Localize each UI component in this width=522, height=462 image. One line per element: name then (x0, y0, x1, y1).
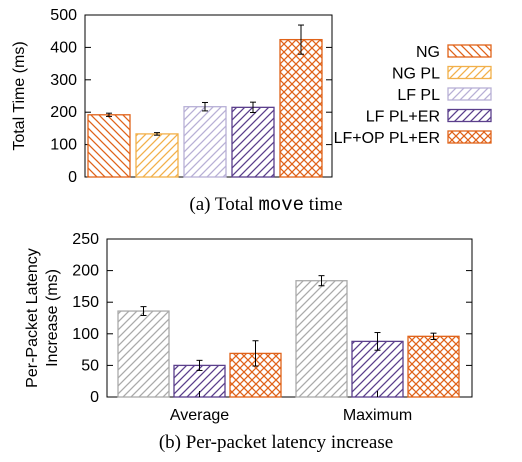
chart-b-errorbar-1-1 (374, 332, 381, 351)
chart-b-bars (117, 275, 460, 398)
legend-swatch-0 (447, 44, 492, 58)
chart-a-bar-3 (231, 106, 275, 178)
legend-swatch-1 (447, 65, 492, 80)
chart-b-errorbar-0-0 (140, 306, 147, 316)
chart-a-ytick-label: 0 (68, 169, 77, 186)
chart-b-ytick-label: 200 (72, 263, 99, 280)
chart-a-legend: NG NG PL LF PL LF PL+ER LF+OP PL+ER (334, 44, 492, 147)
chart-b-ytick-label: 50 (81, 357, 99, 374)
chart-b-y-axis-label-line1: Per-Packet Latency (24, 248, 41, 388)
chart-b-bar-0-0 (117, 310, 170, 398)
chart-a-errorbar-4 (298, 24, 304, 55)
chart-b-errorbar-1-2 (430, 332, 437, 340)
chart-b-bar-0-2 (229, 352, 282, 398)
chart-b-xtick-label: Maximum (343, 407, 412, 424)
chart-a-errorbar-0 (106, 112, 112, 117)
chart-b-ytick-label: 100 (72, 326, 99, 343)
chart-a-errorbar-1 (154, 132, 160, 136)
chart-b: 0 50 100 150 200 250 Per-Packet Latency Incre… (24, 231, 473, 453)
chart-b-ytick-label: 0 (90, 389, 99, 406)
legend-label-4: LF+OP PL+ER (334, 130, 440, 147)
chart-b-ytick-label: 250 (72, 231, 99, 248)
chart-a-bar-0 (87, 114, 131, 178)
chart-a-errorbar-2 (202, 101, 208, 112)
legend-swatch-3 (447, 108, 492, 123)
chart-b-caption: (b) Per-packet latency increase (159, 432, 393, 453)
chart-a-y-axis: 0 100 200 300 400 500 (50, 7, 332, 186)
chart-b-errorbar-0-2 (252, 340, 259, 367)
chart-a-ytick-label: 500 (50, 7, 77, 24)
chart-a-y-axis-label: Total Time (ms) (11, 41, 28, 150)
legend-swatch-4 (447, 130, 492, 144)
chart-a-ytick-label: 200 (50, 104, 77, 121)
chart-a-bars (87, 24, 323, 178)
chart-a-bar-1 (135, 133, 179, 178)
chart-b-xtick-label: Average (170, 407, 229, 424)
chart-b-plot-frame (106, 238, 473, 398)
chart-a-ytick-label: 100 (50, 137, 77, 154)
legend-label-3: LF PL+ER (366, 109, 440, 126)
chart-a-ytick-label: 300 (50, 72, 77, 89)
chart-a-caption: (a) Total move time (189, 194, 342, 216)
chart-a-bar-4 (279, 38, 323, 178)
chart-b-errorbar-0-1 (196, 359, 203, 371)
chart-a-bar-2 (183, 106, 227, 178)
legend-swatch-2 (447, 87, 492, 101)
chart-b-y-axis-label-line2: Increase (ms) (44, 269, 61, 367)
chart-b-bar-1-2 (407, 335, 460, 398)
legend-label-1: NG PL (392, 66, 440, 83)
legend-label-2: LF PL (397, 87, 440, 104)
legend-label-0: NG (416, 44, 440, 61)
chart-b-y-axis: 0 50 100 150 200 250 (72, 231, 472, 406)
chart-b-x-axis: Average Maximum (170, 391, 412, 424)
chart-a: 0 100 200 300 400 500 Total Time (ms) NG NG PL… (11, 7, 492, 216)
chart-b-ytick-label: 150 (72, 294, 99, 311)
chart-b-bar-1-0 (295, 280, 348, 398)
chart-b-errorbar-1-0 (318, 275, 325, 287)
chart-a-errorbar-3 (250, 101, 256, 114)
chart-a-ytick-label: 400 (50, 39, 77, 56)
